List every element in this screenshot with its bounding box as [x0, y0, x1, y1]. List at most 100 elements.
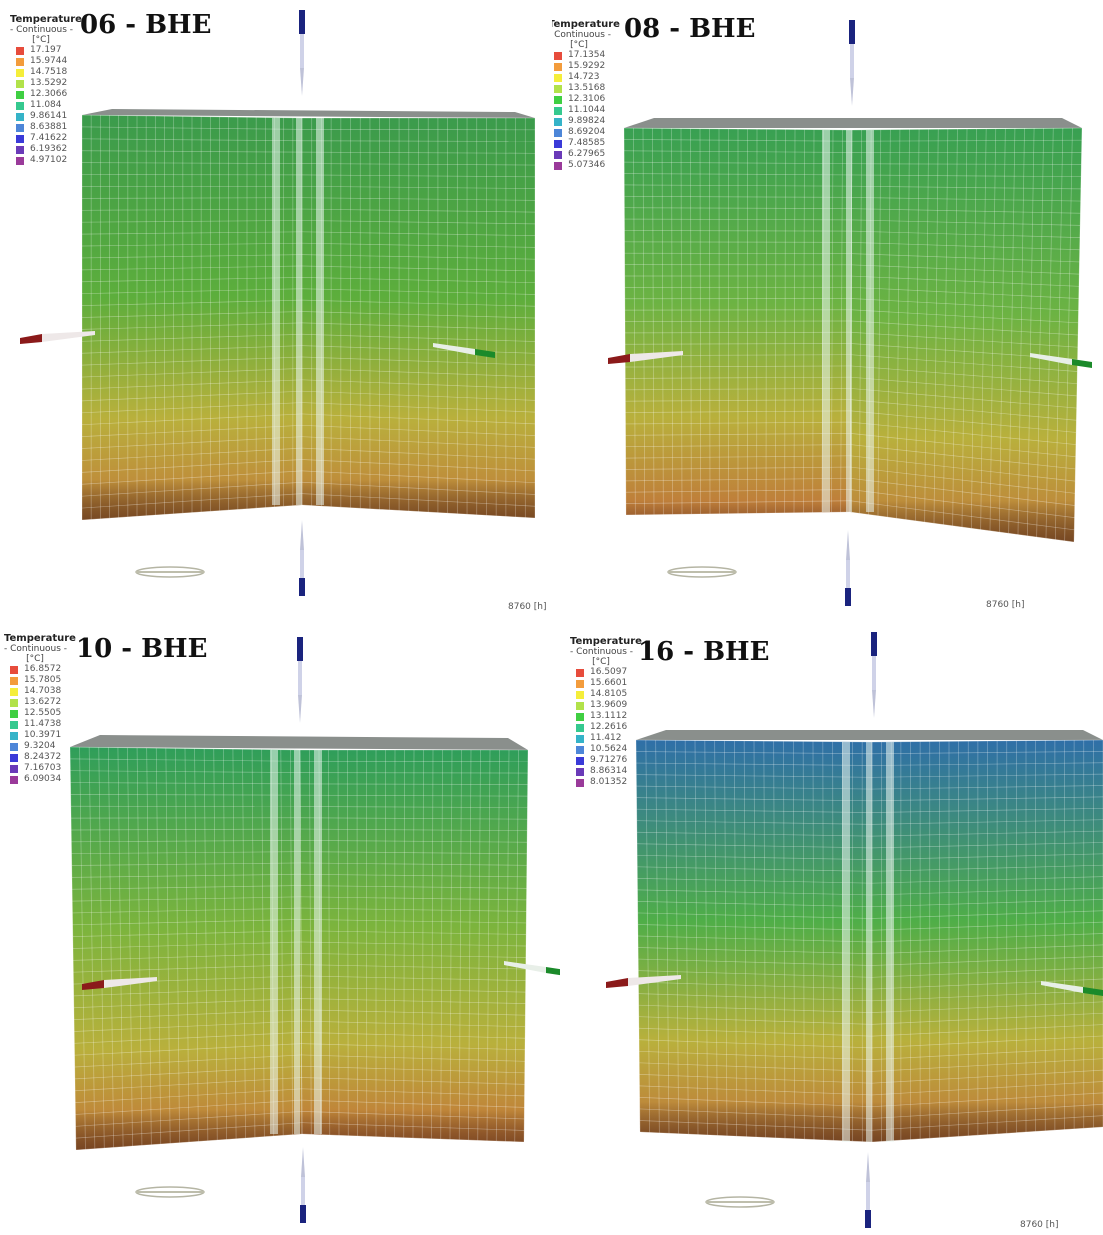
legend-swatch: [554, 85, 562, 93]
legend-value: 15.6601: [590, 678, 627, 689]
legend-swatch: [10, 677, 18, 685]
borehole-bands: [822, 130, 874, 512]
temperature-legend: Temperature - Continuous - [°C] 16.8572 1…: [4, 633, 76, 785]
legend-rows: 16.8572 15.7805 14.7038 13.6272 12.5505 11.47…: [4, 664, 76, 785]
legend-entry: 8.86314: [570, 766, 642, 777]
legend-value: 7.16703: [24, 763, 61, 774]
legend-value: 11.4738: [24, 719, 61, 730]
legend-entry: 12.3106: [552, 94, 620, 105]
legend-swatch: [16, 58, 24, 66]
legend-value: 17.197: [30, 45, 62, 56]
block-top-face: [624, 118, 1082, 128]
legend-value: 11.084: [30, 100, 62, 111]
legend-value: 15.9744: [30, 56, 67, 67]
legend-entry: 8.24372: [4, 752, 76, 763]
panel-title: 06 - BHE: [80, 10, 211, 40]
legend-entry: 9.86141: [10, 111, 82, 122]
legend-entry: 14.8105: [570, 689, 642, 700]
legend-entry: 17.197: [10, 45, 82, 56]
time-label: 8760 [h]: [1020, 1220, 1059, 1230]
legend-entry: 5.07346: [552, 160, 620, 171]
legend-value: 4.97102: [30, 155, 67, 166]
borehole-bands: [272, 118, 324, 505]
legend-value: 14.723: [568, 72, 600, 83]
legend-value: 10.3971: [24, 730, 61, 741]
legend-value: 8.63881: [30, 122, 67, 133]
legend-entry: 9.71276: [570, 755, 642, 766]
legend-value: 16.5097: [590, 667, 627, 678]
panel-06-bhe: 06 - BHE Temperature - Continuous - [°C]…: [0, 0, 552, 612]
legend-entry: 10.3971: [4, 730, 76, 741]
block-top-face: [636, 730, 1103, 740]
panel-16-bhe: 16 - BHE Temperature - Continuous - [°C]…: [560, 622, 1103, 1235]
legend-value: 13.9609: [590, 700, 627, 711]
legend-value: 13.5292: [30, 78, 67, 89]
borehole-bands: [270, 750, 322, 1134]
legend-swatch: [10, 765, 18, 773]
panel-10-bhe: 10 - BHE Temperature - Continuous - [°C]…: [0, 622, 560, 1235]
legend-swatch: [554, 74, 562, 82]
legend-value: 9.86141: [30, 111, 67, 122]
legend-entry: 15.6601: [570, 678, 642, 689]
legend-entry: 7.48585: [552, 138, 620, 149]
legend-value: 6.09034: [24, 774, 61, 785]
time-label: 8760 [h]: [986, 600, 1025, 610]
legend-value: 7.48585: [568, 138, 605, 149]
legend-entry: 12.3066: [10, 89, 82, 100]
legend-entry: 6.19362: [10, 144, 82, 155]
legend-value: 16.8572: [24, 664, 61, 675]
legend-entry: 8.01352: [570, 777, 642, 788]
legend-entry: 10.5624: [570, 744, 642, 755]
legend-swatch: [16, 135, 24, 143]
legend-swatch: [10, 754, 18, 762]
legend-value: 17.1354: [568, 50, 605, 61]
temperature-block-render: [0, 622, 560, 1235]
legend-swatch: [16, 102, 24, 110]
legend-entry: 11.412: [570, 733, 642, 744]
legend-swatch: [10, 776, 18, 784]
legend-value: 8.01352: [590, 777, 627, 788]
time-label: 8760 [h]: [508, 602, 547, 612]
legend-entry: 13.5292: [10, 78, 82, 89]
legend-value: 11.412: [590, 733, 622, 744]
legend-rows: 17.1354 15.9292 14.723 13.5168 12.3106 11.104…: [552, 50, 620, 171]
temperature-legend: Temperature - Continuous - [°C] 17.197 15…: [10, 14, 82, 166]
legend-value: 9.3204: [24, 741, 56, 752]
legend-swatch: [10, 688, 18, 696]
legend-value: 14.7518: [30, 67, 67, 78]
legend-swatch: [10, 699, 18, 707]
compass-icon: [136, 567, 204, 577]
legend-value: 8.69204: [568, 127, 605, 138]
legend-swatch: [10, 732, 18, 740]
legend-value: 15.9292: [568, 61, 605, 72]
legend-title: Temperature: [4, 633, 76, 644]
legend-value: 12.3066: [30, 89, 67, 100]
legend-swatch: [16, 80, 24, 88]
legend-rows: 17.197 15.9744 14.7518 13.5292 12.3066 11.084…: [10, 45, 82, 166]
temperature-block-render: [0, 0, 552, 612]
compass-icon: [136, 1187, 204, 1197]
legend-entry: 14.723: [552, 72, 620, 83]
compass-icon: [668, 567, 736, 577]
legend-rows: 16.5097 15.6601 14.8105 13.9609 13.1112 12.26…: [570, 667, 642, 788]
legend-value: 9.71276: [590, 755, 627, 766]
legend-entry: 7.16703: [4, 763, 76, 774]
legend-unit: [°C]: [552, 40, 610, 50]
legend-entry: 15.9292: [552, 61, 620, 72]
legend-entry: 11.1044: [552, 105, 620, 116]
borehole-bands: [842, 742, 894, 1142]
legend-swatch: [576, 746, 584, 754]
legend-entry: 9.89824: [552, 116, 620, 127]
legend-value: 10.5624: [590, 744, 627, 755]
legend-entry: 4.97102: [10, 155, 82, 166]
legend-swatch: [16, 146, 24, 154]
legend-swatch: [576, 680, 584, 688]
legend-swatch: [16, 47, 24, 55]
legend-entry: 15.7805: [4, 675, 76, 686]
legend-swatch: [16, 91, 24, 99]
legend-unit: [°C]: [570, 657, 632, 667]
panel-title: 16 - BHE: [638, 637, 769, 667]
legend-entry: 9.3204: [4, 741, 76, 752]
legend-swatch: [10, 710, 18, 718]
temperature-legend: Temperature - Continuous - [°C] 17.1354 1…: [552, 19, 620, 171]
